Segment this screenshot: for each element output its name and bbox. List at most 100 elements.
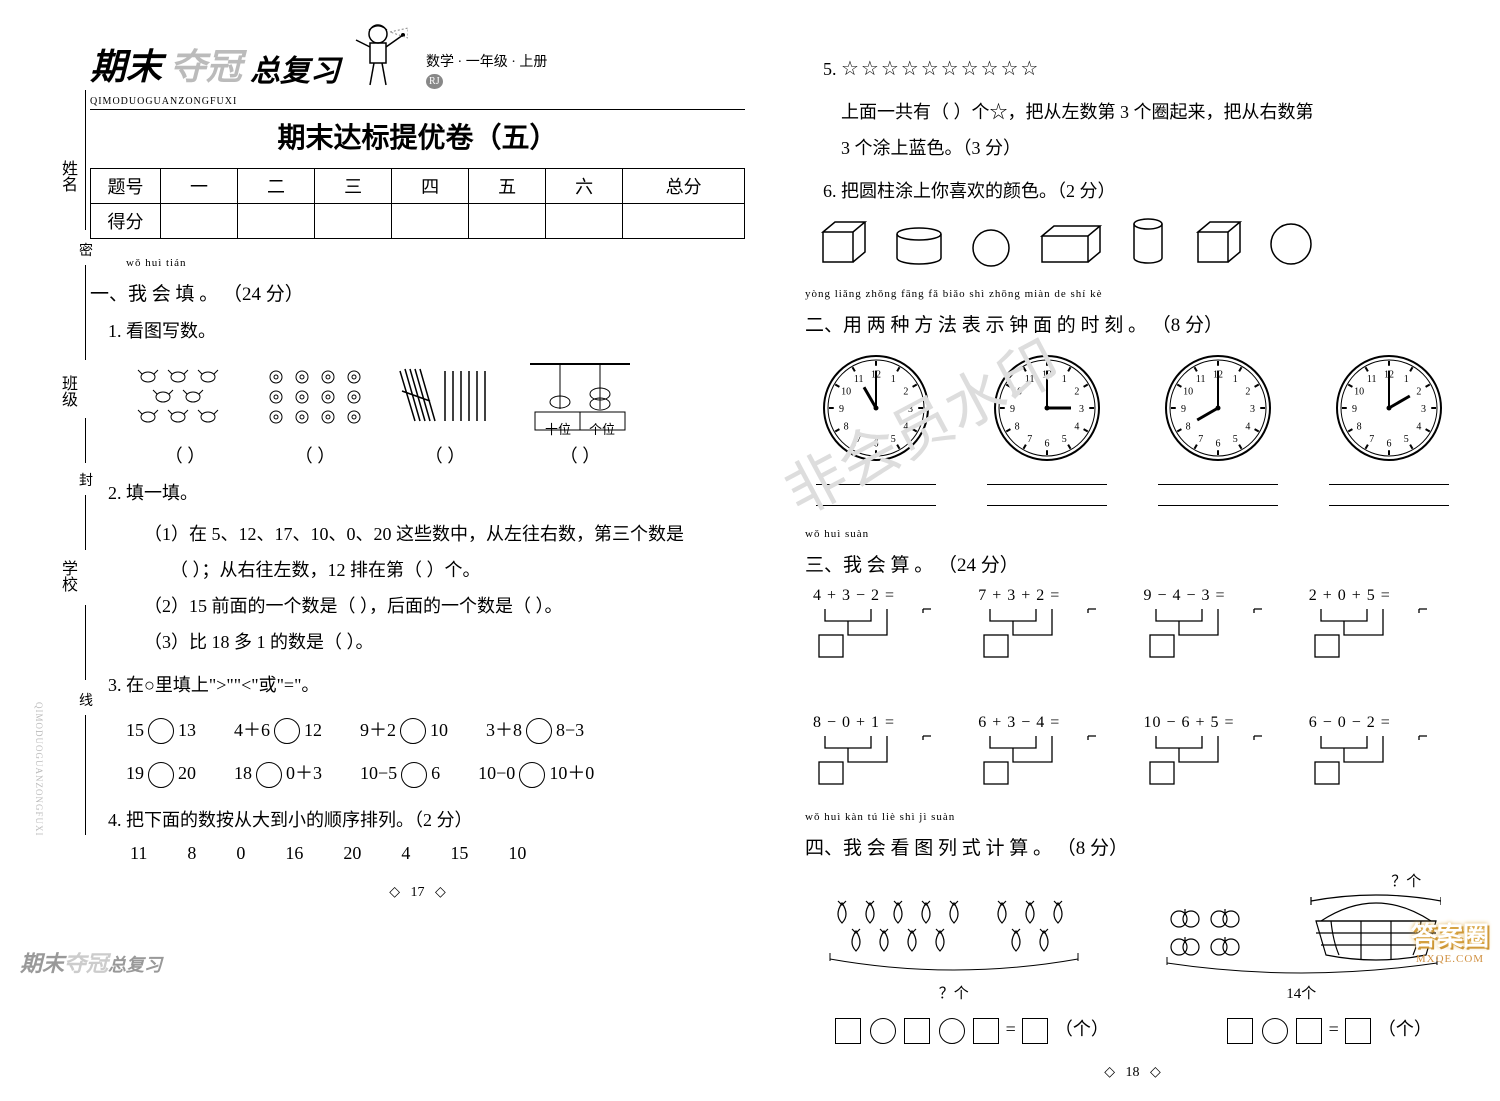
q5-prefix: 5.: [823, 59, 841, 79]
sec1-title-text: 一、我 会 填 。: [90, 284, 218, 305]
bottom-brand-2: 夺冠: [64, 951, 108, 976]
q3-val: 15: [126, 720, 144, 740]
sec2-title-text: 二、用 两 种 方 法 表 示 钟 面 的 时 刻 。: [805, 315, 1147, 336]
q3-val: 12: [304, 720, 322, 740]
svg-text:11: 11: [1025, 374, 1035, 385]
compare-circle: [256, 762, 282, 788]
svg-text:3: 3: [1250, 404, 1255, 415]
clock-answer-lines-1: [805, 484, 1460, 485]
calc-tree-icon: [978, 605, 1108, 661]
abacus-ones: 个位: [589, 419, 615, 438]
sec4-right: ？个: [1161, 870, 1441, 1003]
svg-text:5: 5: [1233, 434, 1238, 445]
banner-part2: 夺冠: [170, 38, 242, 90]
sec3-points: （24 分）: [938, 555, 1019, 576]
clock-icon: 121234567891011: [821, 353, 931, 463]
page-number-left: ◇ 17 ◇: [90, 884, 745, 901]
sidebar-mark-feng: 封: [79, 470, 93, 490]
answer-line: [1329, 505, 1449, 506]
score-th: 三: [315, 169, 392, 204]
svg-text:8: 8: [1014, 421, 1019, 432]
q3-val: 0＋3: [286, 763, 322, 783]
svg-text:7: 7: [1370, 434, 1375, 445]
svg-text:6: 6: [1216, 439, 1221, 450]
score-table-score-row: 得分: [91, 204, 745, 239]
page-num-val: 18: [1126, 1065, 1140, 1080]
q1-label: 1. 看图写数。: [108, 314, 745, 348]
q3-val: 10−0: [478, 763, 515, 783]
calc-tree-icon: [1144, 732, 1274, 788]
clock-icon: 121234567891011: [1334, 353, 1444, 463]
q4-num: 20: [343, 843, 361, 864]
page-deco: ◇: [435, 885, 446, 900]
sticks-icon: [390, 361, 500, 431]
q6-label: 6. 把圆柱涂上你喜欢的颜色。（2 分）: [823, 174, 1460, 208]
svg-text:4: 4: [1417, 421, 1422, 432]
score-td: [469, 204, 546, 239]
bottom-brand-3: 总复习: [108, 955, 162, 975]
q1-pic-abacus: 十位 个位 （ ）: [520, 354, 640, 468]
calc-expr: 7 + 3 + 2 =: [978, 587, 1121, 605]
ball-icon: [1267, 220, 1315, 268]
clock-icon: 121234567891011: [1163, 353, 1273, 463]
calc-item: 2 + 0 + 5 =: [1309, 587, 1452, 666]
q1-paren: （ ）: [130, 442, 240, 468]
sidebar-line: [85, 605, 86, 680]
answer-box: [1296, 1018, 1322, 1044]
q3-val: 10: [430, 720, 448, 740]
header-rule: [90, 109, 745, 110]
sec3-title: 三、我 会 算 。 （24 分）: [805, 550, 1460, 577]
q3-val: 19: [126, 763, 144, 783]
q3-val: 13: [178, 720, 196, 740]
cylinder-icon: [1128, 216, 1168, 268]
score-td-label: 得分: [91, 204, 161, 239]
svg-text:10: 10: [1183, 387, 1193, 398]
answer-box: [904, 1018, 930, 1044]
bottom-side-text: QIMODUOGUANZONGFUXI: [34, 702, 44, 837]
calc-item: 9 − 4 − 3 =: [1144, 587, 1287, 666]
answer-box: [1022, 1018, 1048, 1044]
score-th: 题号: [91, 169, 161, 204]
svg-text:4: 4: [1246, 421, 1251, 432]
q3-val: 9＋2: [360, 720, 396, 740]
svg-text:9: 9: [1352, 404, 1357, 415]
calc-item: 8 − 0 + 1 =: [813, 714, 956, 793]
sec4-right-q: ？个: [1161, 870, 1441, 891]
answer-tail: （个）: [1378, 1019, 1432, 1039]
cube-icon: [815, 216, 870, 268]
q1-pictures: （ ）: [90, 354, 745, 468]
banner-part3: 总复习: [250, 46, 340, 90]
score-td: [161, 204, 238, 239]
q1-paren: （ ）: [390, 442, 500, 468]
svg-text:11: 11: [854, 374, 864, 385]
svg-text:7: 7: [856, 434, 861, 445]
answer-op-circle: [870, 1018, 896, 1044]
svg-text:6: 6: [1387, 439, 1392, 450]
banner-part1: 期末: [90, 38, 162, 90]
q2-line1a: （1）在 5、12、17、10、0、20 这些数中，从左往右数，第三个数是: [90, 516, 745, 552]
clock: 121234567891011: [992, 353, 1102, 468]
calc-item: 6 − 0 − 2 =: [1309, 714, 1452, 793]
compare-circle: [519, 762, 545, 788]
flowers-icon: [260, 361, 370, 431]
score-td: [238, 204, 315, 239]
sec4-left: ？个: [824, 891, 1084, 1003]
clock: 121234567891011: [1334, 353, 1444, 468]
sec4-title: 四、我 会 看 图 列 式 计 算 。 （8 分）: [805, 833, 1460, 860]
answer-op-circle: [1262, 1018, 1288, 1044]
sec4-pinyin: wǒ huì kàn tú liè shì jì suàn: [805, 811, 1460, 823]
answer-line: [987, 505, 1107, 506]
q5-line1: 上面一共有（ ）个☆，把从左数第 3 个圈起来，把从右数第: [805, 94, 1460, 130]
sec2-title: 二、用 两 种 方 法 表 示 钟 面 的 时 刻 。 （8 分）: [805, 310, 1460, 337]
svg-text:11: 11: [1367, 374, 1377, 385]
calc-tree-icon: [813, 732, 943, 788]
svg-text:10: 10: [1012, 387, 1022, 398]
score-td: [623, 204, 745, 239]
score-th: 六: [546, 169, 623, 204]
svg-text:3: 3: [1079, 404, 1084, 415]
q3-val: 6: [431, 763, 440, 783]
svg-text:6: 6: [873, 439, 878, 450]
q4-num: 10: [508, 843, 526, 864]
answer-line: [987, 484, 1107, 485]
q3-val: 8−3: [556, 720, 584, 740]
